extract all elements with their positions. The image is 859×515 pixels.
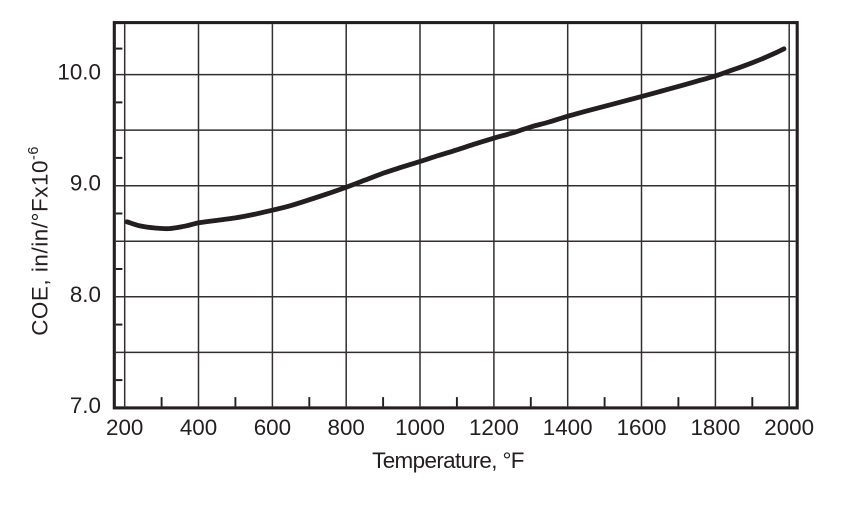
svg-text:200: 200: [106, 415, 143, 440]
svg-text:2000: 2000: [764, 415, 814, 440]
svg-text:1800: 1800: [690, 415, 740, 440]
svg-text:1600: 1600: [617, 415, 667, 440]
svg-text:1400: 1400: [543, 415, 593, 440]
svg-text:800: 800: [328, 415, 365, 440]
svg-text:600: 600: [254, 415, 291, 440]
svg-text:9.0: 9.0: [70, 171, 101, 196]
svg-text:8.0: 8.0: [70, 282, 101, 307]
svg-text:400: 400: [180, 415, 217, 440]
svg-text:1000: 1000: [395, 415, 445, 440]
svg-text:7.0: 7.0: [70, 393, 101, 418]
svg-text:Temperature, °F: Temperature, °F: [372, 448, 524, 473]
svg-text:1200: 1200: [469, 415, 519, 440]
svg-text:COE, in/in/°Fx10-6: COE, in/in/°Fx10-6: [26, 146, 52, 336]
svg-text:10.0: 10.0: [57, 60, 101, 85]
